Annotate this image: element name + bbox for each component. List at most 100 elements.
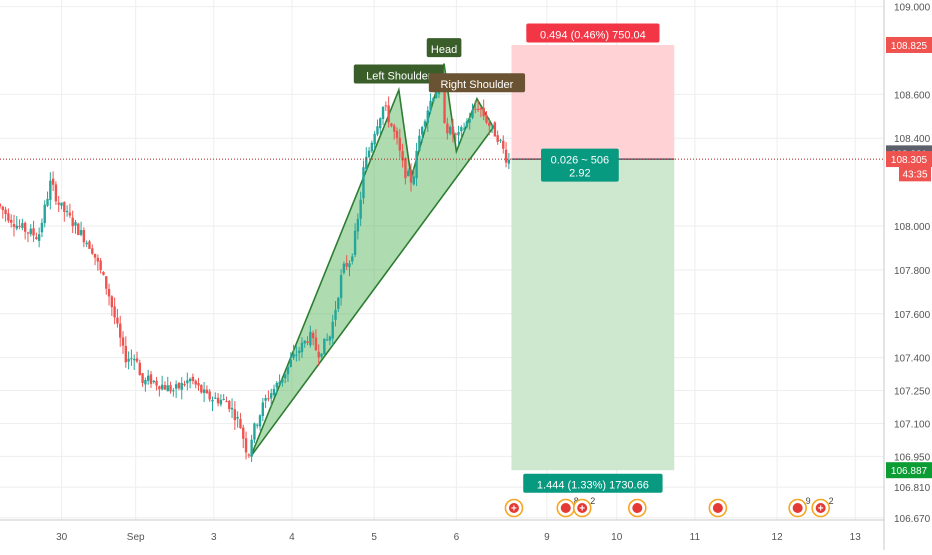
candle-body[interactable] — [138, 362, 141, 376]
candle-body[interactable] — [119, 323, 122, 338]
candle-body[interactable] — [144, 379, 147, 385]
candle-body[interactable] — [471, 110, 474, 118]
candle-body[interactable] — [342, 263, 346, 273]
candle-body[interactable] — [390, 123, 393, 127]
candle-body[interactable] — [127, 358, 130, 362]
candle-body[interactable] — [415, 150, 418, 179]
stop-loss-zone[interactable] — [511, 44, 675, 160]
candle-body[interactable] — [93, 253, 97, 258]
candle-body[interactable] — [353, 230, 357, 256]
candle-body[interactable] — [102, 271, 105, 275]
candle-body[interactable] — [306, 341, 309, 344]
candle-body[interactable] — [337, 298, 340, 309]
candle-body[interactable] — [130, 358, 133, 360]
candle-body[interactable] — [384, 105, 388, 107]
candle-body[interactable] — [264, 398, 267, 401]
candle-body[interactable] — [211, 399, 214, 402]
candle-body[interactable] — [40, 222, 44, 233]
candle-body[interactable] — [331, 321, 334, 339]
candle-body[interactable] — [485, 115, 488, 123]
price-badge[interactable]: 43:35 — [899, 165, 931, 182]
candle-body[interactable] — [460, 127, 463, 132]
candle-body[interactable] — [188, 378, 192, 382]
candle-body[interactable] — [160, 384, 164, 390]
candle-body[interactable] — [222, 398, 225, 400]
event-markers[interactable]: +8+29+2 — [504, 496, 834, 518]
candle-body[interactable] — [407, 171, 410, 177]
candle-body[interactable] — [82, 230, 86, 243]
candle-body[interactable] — [68, 212, 72, 216]
candle-body[interactable] — [194, 380, 197, 385]
candle-body[interactable] — [334, 309, 337, 320]
candle-body[interactable] — [29, 228, 32, 235]
candle-body[interactable] — [7, 213, 10, 221]
candle-body[interactable] — [454, 133, 457, 135]
candle-body[interactable] — [18, 225, 21, 227]
event-marker[interactable]: +2 — [811, 496, 834, 518]
candle-body[interactable] — [60, 202, 63, 206]
candle-body[interactable] — [395, 130, 399, 139]
candle-body[interactable] — [146, 375, 150, 381]
candle-body[interactable] — [113, 306, 116, 318]
pattern-neckline[interactable] — [250, 126, 495, 457]
candle-body[interactable] — [149, 374, 153, 384]
candle-body[interactable] — [247, 454, 251, 456]
candle-body[interactable] — [275, 382, 278, 388]
candle-body[interactable] — [54, 184, 58, 202]
candle-body[interactable] — [311, 332, 315, 339]
candle-body[interactable] — [286, 366, 290, 375]
candle-body[interactable] — [379, 118, 382, 129]
candle-body[interactable] — [49, 180, 52, 200]
take-profit-zone[interactable] — [511, 159, 675, 471]
candle-body[interactable] — [91, 248, 94, 254]
candle-body[interactable] — [278, 381, 281, 385]
candle-body[interactable] — [387, 105, 390, 123]
candle-body[interactable] — [297, 350, 301, 354]
candle-body[interactable] — [359, 199, 362, 219]
candle-body[interactable] — [373, 133, 376, 145]
price-badge[interactable]: 106.887 — [886, 462, 932, 479]
candle-body[interactable] — [32, 228, 35, 236]
candle-body[interactable] — [200, 385, 203, 393]
candle-body[interactable] — [79, 230, 83, 235]
candle-body[interactable] — [370, 142, 374, 152]
candle-body[interactable] — [490, 124, 494, 126]
candle-body[interactable] — [426, 110, 429, 123]
candle-body[interactable] — [448, 126, 452, 134]
stop-loss-label[interactable]: 0.494 (0.46%) 750.04 — [526, 23, 660, 43]
candle-body[interactable] — [74, 222, 77, 226]
candle-body[interactable] — [233, 409, 237, 421]
candle-body[interactable] — [12, 224, 16, 227]
candle-body[interactable] — [244, 438, 248, 453]
candle-body[interactable] — [110, 296, 114, 308]
candle-body[interactable] — [362, 167, 365, 199]
candle-body[interactable] — [429, 100, 432, 111]
candle-body[interactable] — [328, 336, 332, 341]
candle-body[interactable] — [35, 237, 38, 239]
candle-body[interactable] — [174, 384, 178, 389]
candle-body[interactable] — [191, 376, 195, 382]
candle-body[interactable] — [432, 98, 435, 102]
event-marker[interactable]: 9 — [788, 496, 811, 518]
candle-body[interactable] — [0, 204, 2, 207]
candle-body[interactable] — [295, 354, 298, 356]
candle-body[interactable] — [320, 353, 323, 357]
candle-body[interactable] — [345, 263, 348, 267]
candle-body[interactable] — [367, 150, 371, 158]
candle-body[interactable] — [88, 241, 91, 249]
candle-body[interactable] — [409, 169, 413, 183]
candle-body[interactable] — [180, 382, 183, 390]
candle-body[interactable] — [504, 149, 508, 163]
candle-body[interactable] — [267, 398, 270, 400]
candle-body[interactable] — [272, 388, 276, 395]
candle-body[interactable] — [77, 223, 80, 236]
candle-body[interactable] — [116, 317, 119, 324]
time-axis[interactable]: 30 Sep 3 4 5 6 9 10 11 12 13 — [0, 519, 884, 543]
candle-body[interactable] — [261, 402, 265, 417]
candle-body[interactable] — [303, 340, 306, 344]
candles-layer[interactable] — [0, 74, 511, 462]
annotation-labels[interactable]: Left Shoulder Head Right Shoulder 0.494 (0.… — [353, 23, 663, 493]
candle-body[interactable] — [183, 383, 186, 386]
candle-body[interactable] — [202, 389, 206, 393]
